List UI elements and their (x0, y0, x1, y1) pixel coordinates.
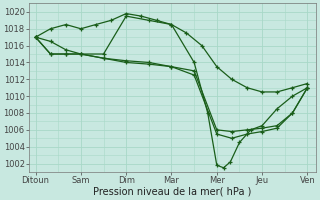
X-axis label: Pression niveau de la mer( hPa ): Pression niveau de la mer( hPa ) (93, 187, 252, 197)
